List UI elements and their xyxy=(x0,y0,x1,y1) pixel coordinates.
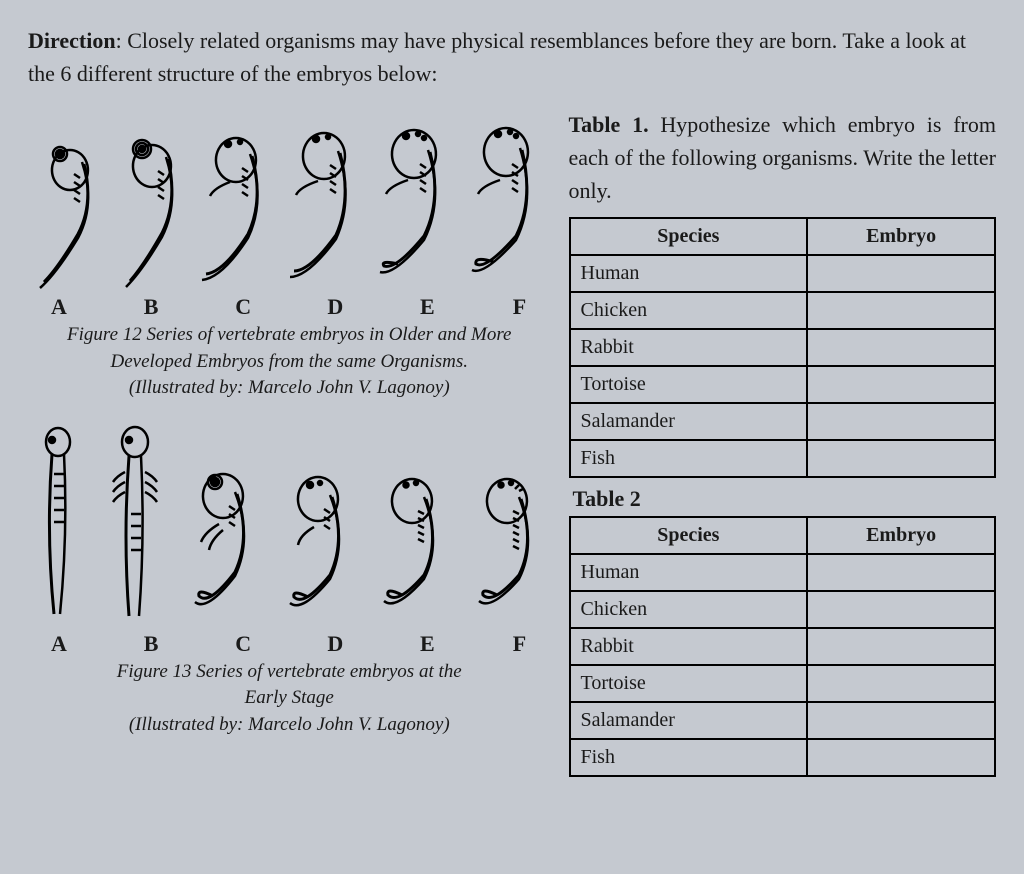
figure13-caption: Figure 13 Series of vertebrate embryos a… xyxy=(28,659,551,739)
embryo-d-fig12 xyxy=(284,117,362,292)
table2: Species Embryo Human Chicken Rabbit Tort… xyxy=(569,516,997,777)
table-header-species: Species xyxy=(570,218,808,255)
table-row: Human xyxy=(570,554,808,591)
figure13-embryos xyxy=(28,420,551,629)
table-cell-empty[interactable] xyxy=(807,403,995,440)
table-row: Salamander xyxy=(570,403,808,440)
embryo-a-fig13 xyxy=(34,424,90,629)
label: A xyxy=(44,294,74,320)
table-row: Tortoise xyxy=(570,366,808,403)
table1-instruction: Table 1. Hypothesize which embryo is fro… xyxy=(569,108,997,207)
table-row: Chicken xyxy=(570,591,808,628)
table-cell-empty[interactable] xyxy=(807,554,995,591)
table-header-embryo: Embryo xyxy=(807,218,995,255)
embryo-c-fig12 xyxy=(198,122,274,292)
table-row: Fish xyxy=(570,739,808,776)
table-cell-empty[interactable] xyxy=(807,329,995,366)
label: D xyxy=(320,294,350,320)
embryo-b-fig12 xyxy=(116,127,188,292)
table-cell-empty[interactable] xyxy=(807,739,995,776)
table-row: Rabbit xyxy=(570,628,808,665)
caption-line: Figure 12 Series of vertebrate embryos i… xyxy=(28,322,551,349)
table-cell-empty[interactable] xyxy=(807,628,995,665)
label: E xyxy=(412,294,442,320)
table-row: Rabbit xyxy=(570,329,808,366)
table-header-species: Species xyxy=(570,517,808,554)
table-cell-empty[interactable] xyxy=(807,255,995,292)
embryo-e-fig12 xyxy=(372,114,452,292)
table-row: Salamander xyxy=(570,702,808,739)
table-row: Fish xyxy=(570,440,808,477)
embryo-b-fig13 xyxy=(107,424,167,629)
embryo-f-fig12 xyxy=(462,112,544,292)
direction-lead: Direction xyxy=(28,28,116,53)
label: B xyxy=(136,294,166,320)
figure12-caption: Figure 12 Series of vertebrate embryos i… xyxy=(28,322,551,402)
table-cell-empty[interactable] xyxy=(807,440,995,477)
label: B xyxy=(136,631,166,657)
table-row: Human xyxy=(570,255,808,292)
table1-lead: Table 1. xyxy=(569,112,649,137)
direction-body: : Closely related organisms may have phy… xyxy=(28,28,966,86)
table2-title-text: Table 2 xyxy=(573,486,641,511)
embryo-e-fig13 xyxy=(372,459,450,629)
caption-line: Early Stage xyxy=(28,685,551,712)
figure13-labels: A B C D E F xyxy=(28,631,551,657)
figure12-labels: A B C D E F xyxy=(28,294,551,320)
label: C xyxy=(228,294,258,320)
label: F xyxy=(504,631,534,657)
table-cell-empty[interactable] xyxy=(807,665,995,702)
table-cell-empty[interactable] xyxy=(807,702,995,739)
caption-line: Developed Embryos from the same Organism… xyxy=(28,349,551,376)
label: C xyxy=(228,631,258,657)
caption-line: (Illustrated by: Marcelo John V. Lagonoy… xyxy=(28,712,551,739)
table-row: Chicken xyxy=(570,292,808,329)
embryo-d-fig13 xyxy=(278,457,356,629)
table-cell-empty[interactable] xyxy=(807,366,995,403)
figure12-embryos xyxy=(28,108,551,292)
caption-line: Figure 13 Series of vertebrate embryos a… xyxy=(28,659,551,686)
direction-text: Direction: Closely related organisms may… xyxy=(28,24,996,90)
embryo-c-fig13 xyxy=(183,454,261,629)
label: A xyxy=(44,631,74,657)
table-row: Tortoise xyxy=(570,665,808,702)
table-cell-empty[interactable] xyxy=(807,591,995,628)
embryo-f-fig13 xyxy=(467,459,545,629)
embryo-a-fig12 xyxy=(34,132,106,292)
label: D xyxy=(320,631,350,657)
table-header-embryo: Embryo xyxy=(807,517,995,554)
table1: Species Embryo Human Chicken Rabbit Tort… xyxy=(569,217,997,478)
table2-title: Table 2 xyxy=(573,486,997,512)
label: E xyxy=(412,631,442,657)
table-cell-empty[interactable] xyxy=(807,292,995,329)
label: F xyxy=(504,294,534,320)
caption-line: (Illustrated by: Marcelo John V. Lagonoy… xyxy=(28,375,551,402)
